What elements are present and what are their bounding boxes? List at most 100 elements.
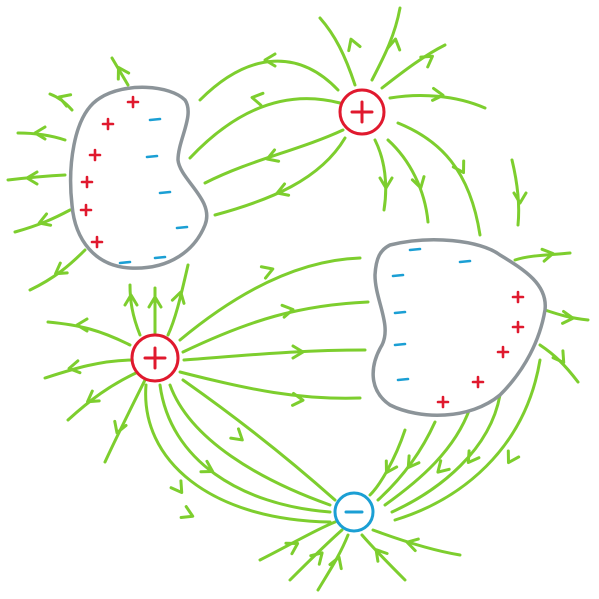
arrow-head-icon <box>309 551 324 566</box>
field-line <box>318 16 362 87</box>
field-line-path <box>144 383 332 524</box>
arrow-head-icon <box>33 125 47 141</box>
field-line-path <box>6 173 67 182</box>
arrow-head-icon <box>374 548 389 563</box>
arrow-head-icon <box>170 290 186 305</box>
arrow-head-icon <box>147 295 163 309</box>
field-line-path <box>128 283 142 337</box>
surface-minus-icon <box>393 342 407 347</box>
field-line-path <box>188 97 342 160</box>
field-line <box>510 158 528 227</box>
field-line-path <box>28 248 87 292</box>
field-line-path <box>198 59 340 102</box>
field-line <box>198 52 340 102</box>
field-line-path <box>510 158 521 227</box>
arrow-head-icon <box>347 37 362 53</box>
surface-plus-icon <box>496 345 510 359</box>
point-charges <box>130 88 386 533</box>
arrow-head-icon <box>405 537 420 553</box>
top-positive-charge <box>338 88 386 136</box>
arrow-head-icon <box>284 541 300 556</box>
surface-plus-icon <box>126 95 140 109</box>
field-line <box>543 308 590 325</box>
field-line-path <box>110 56 130 87</box>
arrow-head-icon <box>57 93 73 108</box>
field-line-path <box>103 378 147 464</box>
arrow-head-icon <box>328 555 343 571</box>
arrow-head-icon <box>250 91 265 107</box>
field-line <box>376 420 437 502</box>
field-line <box>316 533 350 592</box>
surface-plus-icon <box>471 375 485 389</box>
left-positive-charge <box>130 333 180 383</box>
field-line-path <box>178 370 362 400</box>
surface-minus-icon <box>118 260 132 265</box>
field-line-path <box>16 131 67 142</box>
field-line-path <box>43 358 135 380</box>
bottom-negative-charge <box>333 491 375 533</box>
field-line <box>538 343 580 384</box>
field-line <box>371 528 462 557</box>
field-line <box>181 300 370 354</box>
field-lines <box>6 6 590 592</box>
surface-plus-icon <box>88 148 102 162</box>
field-line <box>16 125 67 142</box>
field-line <box>28 248 87 292</box>
field-line-path <box>396 121 482 237</box>
field-line <box>46 317 132 347</box>
surface-plus-icon <box>511 320 525 334</box>
field-line-path <box>213 136 347 217</box>
field-line <box>513 247 572 263</box>
field-line <box>213 136 347 217</box>
field-line <box>123 283 142 337</box>
field-line <box>6 170 67 186</box>
field-line-path <box>46 320 132 347</box>
field-line-path <box>166 263 190 337</box>
arrow-head-icon <box>506 449 521 465</box>
field-line <box>43 358 135 380</box>
field-line <box>370 6 402 82</box>
field-line-path <box>66 370 140 422</box>
surface-plus-icon <box>79 203 93 217</box>
field-line <box>147 286 163 335</box>
field-line <box>166 263 190 337</box>
field-line <box>288 528 344 582</box>
arrow-head-icon <box>67 359 82 375</box>
field-line-path <box>13 208 72 234</box>
surface-minus-icon <box>145 154 159 159</box>
left-conductor <box>68 85 209 270</box>
field-line <box>181 378 337 502</box>
field-line-path <box>181 300 370 354</box>
arrow-head-icon <box>291 344 305 360</box>
surface-plus-icon <box>80 175 94 189</box>
field-line-path <box>181 378 337 502</box>
arrow-head-icon <box>291 391 305 407</box>
arrow-head-icon <box>116 65 131 81</box>
surface-plus-icon <box>436 395 450 409</box>
field-line-path <box>373 138 388 212</box>
arrow-head-icon <box>551 349 566 364</box>
field-line <box>110 56 131 87</box>
field-line <box>13 208 72 234</box>
plus-sign-icon <box>350 100 374 124</box>
field-line <box>66 370 140 422</box>
field-line-path <box>182 348 367 362</box>
field-line <box>178 370 362 407</box>
arrow-head-icon <box>410 175 426 190</box>
field-line-path <box>513 251 572 262</box>
field-line <box>396 121 482 237</box>
field-line <box>393 358 542 522</box>
arrow-head-icon <box>386 37 402 52</box>
arrow-head-icon <box>451 159 466 175</box>
arrow-head-icon <box>37 212 53 227</box>
arrow-head-icon <box>229 427 244 442</box>
field-line <box>383 406 472 507</box>
arrow-head-icon <box>512 191 528 205</box>
field-line-path <box>380 43 447 90</box>
field-line-path <box>158 383 332 514</box>
arrow-head-icon <box>263 52 277 68</box>
field-line <box>380 43 447 90</box>
field-line-path <box>390 393 502 514</box>
field-line-path <box>386 138 430 224</box>
